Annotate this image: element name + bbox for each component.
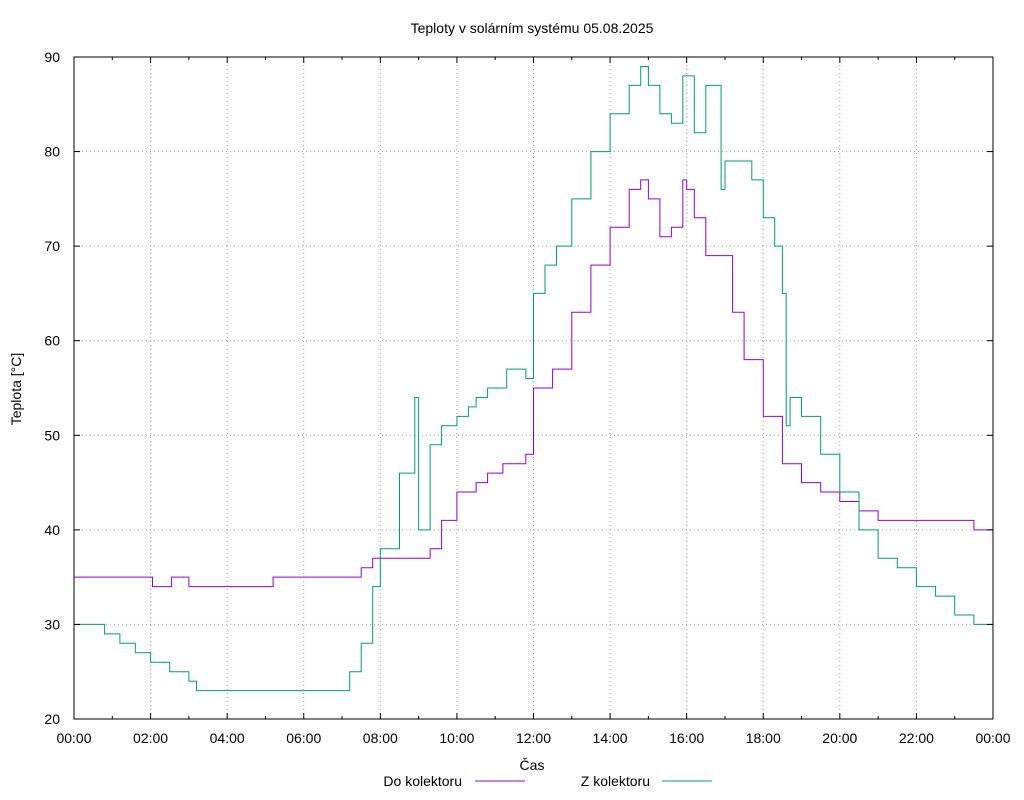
y-tick-label: 50 [44, 427, 60, 443]
x-tick-label: 08:00 [363, 730, 398, 746]
x-tick-label: 04:00 [210, 730, 245, 746]
series-line-z-kolektoru [74, 66, 994, 692]
y-tick-label: 30 [44, 616, 60, 632]
x-tick-label: 22:00 [899, 730, 934, 746]
legend: Do kolektoru Z kolektoru [383, 773, 712, 789]
y-axis-label: Teplota [°C] [8, 353, 24, 426]
legend-label-do-kolektoru: Do kolektoru [383, 773, 462, 789]
x-tick-label: 06:00 [286, 730, 321, 746]
y-tick-label: 70 [44, 238, 60, 254]
x-tick-label: 12:00 [516, 730, 551, 746]
x-tick-label: 02:00 [133, 730, 168, 746]
axis-ticks: 00:00 02:00 04:00 06:00 08:00 10:00 12:00 14:00… [44, 49, 1010, 746]
y-tick-label: 80 [44, 144, 60, 160]
x-tick-label: 00:00 [56, 730, 91, 746]
x-tick-label: 16:00 [669, 730, 704, 746]
x-axis-label: Čas [520, 757, 545, 773]
series-layer [74, 66, 994, 692]
x-tick-label: 20:00 [822, 730, 857, 746]
y-tick-label: 40 [44, 522, 60, 538]
y-tick-label: 90 [44, 49, 60, 65]
x-tick-label: 10:00 [439, 730, 474, 746]
x-tick-label: 18:00 [746, 730, 781, 746]
y-tick-label: 20 [44, 711, 60, 727]
x-tick-label: 00:00 [975, 730, 1010, 746]
y-tick-label: 60 [44, 333, 60, 349]
series-line-do-kolektoru [74, 179, 994, 588]
x-tick-label: 14:00 [593, 730, 628, 746]
legend-label-z-kolektoru: Z kolektoru [581, 773, 650, 789]
chart-title: Teploty v solárním systému 05.08.2025 [411, 20, 654, 36]
